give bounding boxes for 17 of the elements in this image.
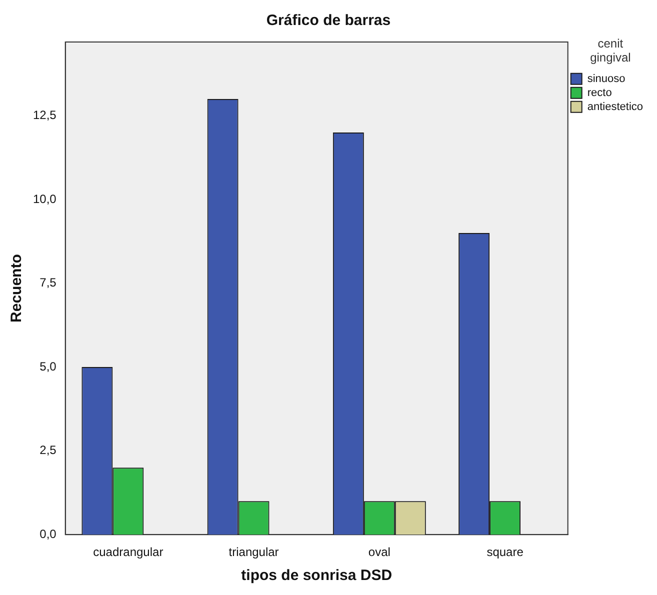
- y-tick-label: 10,0: [32, 192, 57, 206]
- y-tick-label: 5,0: [40, 359, 57, 374]
- chart-title: Gráfico de barras: [266, 12, 391, 30]
- legend-label: antiestetico: [587, 100, 644, 113]
- legend-label: recto: [587, 86, 612, 99]
- y-tick-label: 7,5: [40, 276, 57, 290]
- x-axis-title: tipos de sonrisa DSD: [241, 567, 392, 584]
- legend-title: cenit gingival: [590, 36, 631, 65]
- y-tick-label: 2,5: [40, 443, 57, 458]
- x-tick-label: cuadrangular: [93, 545, 164, 560]
- x-tick-label: triangular: [228, 545, 279, 560]
- x-tick-label: square: [486, 545, 524, 560]
- legend-label: sinuoso: [587, 72, 626, 85]
- y-axis-title: Recuento: [8, 254, 26, 322]
- y-tick-label: 12,5: [32, 108, 57, 122]
- x-tick-label: oval: [368, 545, 390, 560]
- y-tick-label: 0,0: [40, 526, 57, 541]
